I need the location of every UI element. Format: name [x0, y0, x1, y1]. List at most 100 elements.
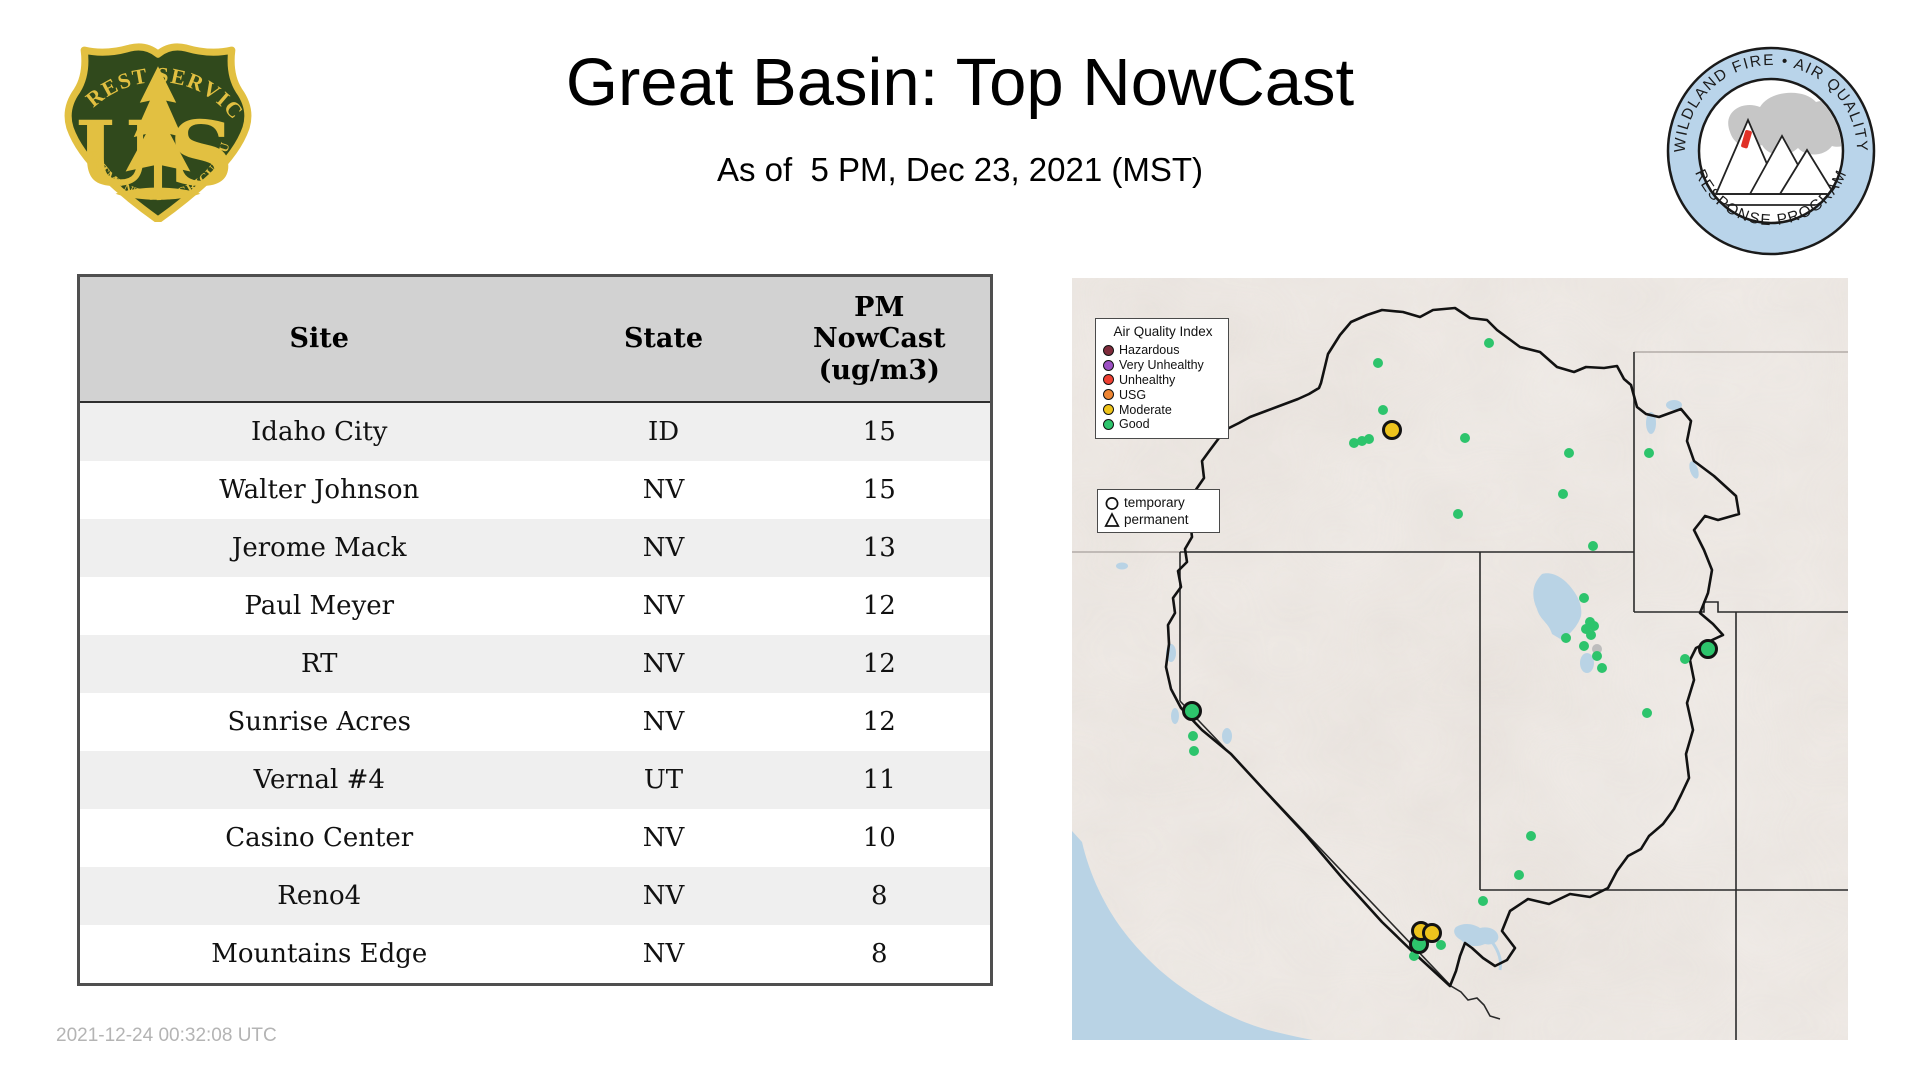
pm-cell: 8 [768, 925, 992, 985]
pm-cell: 12 [768, 635, 992, 693]
monitor-marker-good [1364, 434, 1374, 444]
permanent-triangle-icon [1104, 511, 1120, 527]
aqi-legend-label: Very Unhealthy [1119, 358, 1204, 373]
site-cell: Vernal #4 [78, 751, 559, 809]
table-row: Paul Meyer NV 12 [78, 577, 992, 635]
wfaqrp-logo: WILDLAND FIRE • AIR QUALITY RESPONSE PRO… [1666, 46, 1876, 256]
table-row: Reno4 NV 8 [78, 867, 992, 925]
walker-lake [1222, 728, 1232, 744]
monitor-marker-good [1514, 870, 1524, 880]
page-title: Great Basin: Top NowCast [565, 45, 1355, 120]
aqi-color-dot-icon [1103, 344, 1114, 356]
state-cell: NV [558, 461, 769, 519]
state-cell: NV [558, 519, 769, 577]
monitor-marker-good [1564, 448, 1574, 458]
table-row: Casino Center NV 10 [78, 809, 992, 867]
table-row: Walter Johnson NV 15 [78, 461, 992, 519]
type-legend-row-temporary: temporary [1104, 494, 1213, 511]
table-row: Idaho City ID 15 [78, 402, 992, 461]
table-row: Mountains Edge NV 8 [78, 925, 992, 985]
site-cell: Idaho City [78, 402, 559, 461]
lake-mead [1454, 924, 1499, 947]
pm-cell: 12 [768, 577, 992, 635]
site-cell: Casino Center [78, 809, 559, 867]
fire-mark [1741, 129, 1752, 149]
aqi-color-dot-icon [1103, 374, 1114, 386]
state-cell: NV [558, 809, 769, 867]
state-lines [1179, 352, 1848, 1040]
pm-cell: 13 [768, 519, 992, 577]
pm-cell: 15 [768, 461, 992, 519]
monitor-marker-good [1373, 358, 1383, 368]
monitor-marker-good [1453, 509, 1463, 519]
monitor-marker-good [1589, 621, 1599, 631]
site-cell: Paul Meyer [78, 577, 559, 635]
monitor-marker-good [1357, 436, 1367, 446]
aqi-color-dot-icon [1103, 404, 1114, 416]
pm-cell: 8 [768, 867, 992, 925]
aqi-legend-label: Unhealthy [1119, 372, 1176, 387]
monitor-marker-good [1188, 731, 1198, 741]
page-subtitle: As of 5 PM, Dec 23, 2021 (MST) [716, 151, 1203, 188]
table-row: Vernal #4 UT 11 [78, 751, 992, 809]
aqi-legend-items: Hazardous Very Unhealthy Unhealthy USG Moder… [1103, 343, 1223, 432]
monitor-marker-good [1409, 951, 1419, 961]
column-header-state: State [558, 275, 769, 403]
monitor-marker-good [1586, 630, 1596, 640]
map-base [1072, 278, 1848, 1040]
monitor-marker-good [1378, 405, 1388, 415]
column-header-pm: PM NowCast (ug/m3) [768, 275, 992, 403]
state-cell: ID [558, 402, 769, 461]
aqi-legend-item: Unhealthy [1103, 373, 1223, 388]
aqi-legend-item: Good [1103, 417, 1223, 432]
aqi-legend-label: Moderate [1119, 402, 1172, 417]
monitor-marker-good [1588, 541, 1598, 551]
bear-lake [1646, 412, 1656, 434]
air-quality-map: Air Quality Index Hazardous Very Unhealth… [1072, 278, 1848, 1040]
great-basin-boundary [1164, 306, 1741, 988]
type-legend-label: temporary [1124, 495, 1185, 510]
state-cell: NV [558, 635, 769, 693]
aqi-legend-label: USG [1119, 387, 1147, 402]
nowcast-table-body: Idaho City ID 15 Walter Johnson NV 15 Jerome M… [78, 402, 992, 985]
table-row: Sunrise Acres NV 12 [78, 693, 992, 751]
state-cell: NV [558, 577, 769, 635]
state-cell: NV [558, 693, 769, 751]
monitor-marker-good [1581, 624, 1591, 634]
water-bodies [1072, 400, 1699, 1040]
monitor-marker-good [1642, 708, 1652, 718]
pm-cell: 15 [768, 402, 992, 461]
aqi-legend-label: Hazardous [1119, 343, 1180, 358]
monitor-marker-good [1644, 448, 1654, 458]
aqi-legend-label: Good [1119, 417, 1150, 432]
monitor-marker-moderate [1422, 923, 1442, 943]
tree-ground-swoosh [115, 187, 201, 200]
great-salt-lake [1533, 573, 1582, 640]
monitor-marker-good [1182, 701, 1202, 721]
column-header-site: Site [78, 275, 559, 403]
aqi-legend: Air Quality Index Hazardous Very Unhealth… [1095, 318, 1229, 439]
monitor-marker-good [1526, 831, 1536, 841]
pacific-ocean [1072, 831, 1313, 1040]
aqi-color-dot-icon [1103, 359, 1114, 371]
type-legend-label: permanent [1124, 512, 1189, 527]
generated-timestamp: 2021-12-24 00:32:08 UTC [56, 1025, 277, 1046]
monitor-marker-unknown [1592, 644, 1602, 654]
nowcast-table-header: Site State PM NowCast (ug/m3) [78, 275, 992, 403]
faint-state-lines [1072, 351, 1848, 553]
lake-tahoe [1171, 708, 1179, 724]
monitor-marker-good [1189, 746, 1199, 756]
temporary-circle-icon [1105, 496, 1119, 510]
monitor-marker-good [1349, 438, 1359, 448]
header: Great Basin: Top NowCast As of 5 PM, Dec… [0, 0, 1920, 189]
site-cell: Reno4 [78, 867, 559, 925]
monitor-marker-good [1680, 654, 1690, 664]
pm-cell: 11 [768, 751, 992, 809]
table-row: Jerome Mack NV 13 [78, 519, 992, 577]
state-cell: NV [558, 925, 769, 985]
aqi-legend-item: USG [1103, 387, 1223, 402]
monitor-marker-good [1597, 663, 1607, 673]
monitor-marker-good [1579, 641, 1589, 651]
state-cell: NV [558, 867, 769, 925]
table-row: RT NV 12 [78, 635, 992, 693]
